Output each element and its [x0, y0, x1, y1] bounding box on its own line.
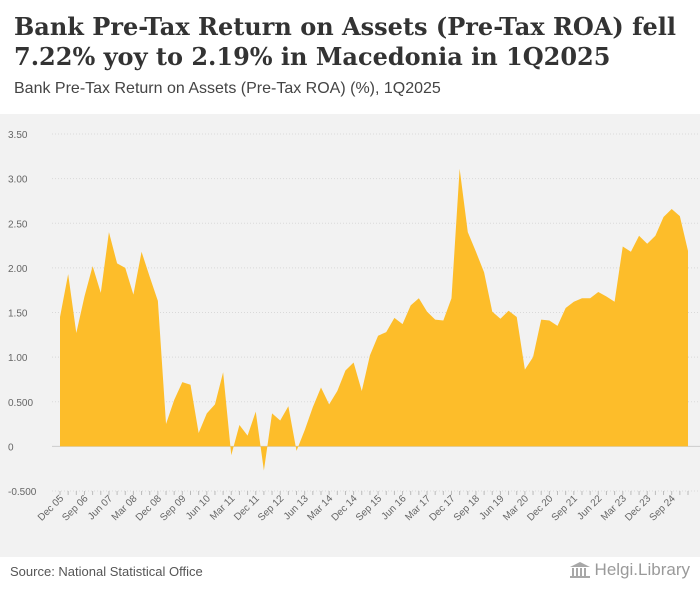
x-tick-label: Dec 17	[427, 493, 457, 523]
logo-text-helgi: Helgi	[594, 560, 634, 579]
library-building-icon	[569, 562, 590, 578]
y-tick-label: 3.00	[8, 175, 28, 186]
helgi-library-logo[interactable]: Helgi. Library	[569, 560, 690, 580]
area-series	[60, 168, 688, 471]
y-tick-label: 3.50	[8, 130, 28, 141]
x-tick-label: Dec 05	[36, 493, 66, 523]
x-tick-label: Sep 06	[60, 493, 90, 523]
x-tick-label: Dec 23	[623, 493, 653, 523]
x-tick-label: Dec 20	[525, 493, 555, 523]
x-tick-label: Jun 10	[184, 493, 213, 522]
x-tick-label: Dec 08	[134, 493, 164, 523]
y-tick-label: 1.00	[8, 353, 28, 364]
x-tick-label: Sep 12	[256, 493, 286, 523]
y-tick-label: 0	[8, 442, 14, 453]
x-tick-label: Sep 09	[158, 493, 188, 523]
y-tick-label: 2.00	[8, 264, 28, 275]
x-tick-label: Mar 11	[208, 493, 238, 523]
area-chart: 3.503.002.502.001.501.000.5000-0.500Dec …	[8, 130, 700, 524]
x-tick-label: Sep 15	[354, 493, 384, 523]
y-tick-label: 2.50	[8, 219, 28, 230]
x-tick-label: Sep 24	[648, 493, 678, 523]
y-tick-label: 0.500	[8, 398, 33, 409]
x-tick-label: Sep 21	[550, 493, 580, 523]
y-tick-label: 1.50	[8, 309, 28, 320]
chart-panel: 3.50 3.00 2.50 2.00 1.50 1.00 0.500 0 -0.500 Dec …	[0, 114, 700, 557]
chart-subtitle: Bank Pre-Tax Return on Assets (Pre-Tax R…	[14, 80, 441, 97]
source-note: Source: National Statistical Office	[10, 564, 203, 579]
x-tick-label: Dec 14	[330, 493, 360, 523]
logo-text-library: Library	[638, 560, 690, 579]
x-tick-label: Sep 18	[452, 493, 482, 523]
chart-title: Bank Pre-Tax Return on Assets (Pre-Tax R…	[14, 12, 676, 71]
y-tick-label: -0.500	[8, 487, 37, 498]
